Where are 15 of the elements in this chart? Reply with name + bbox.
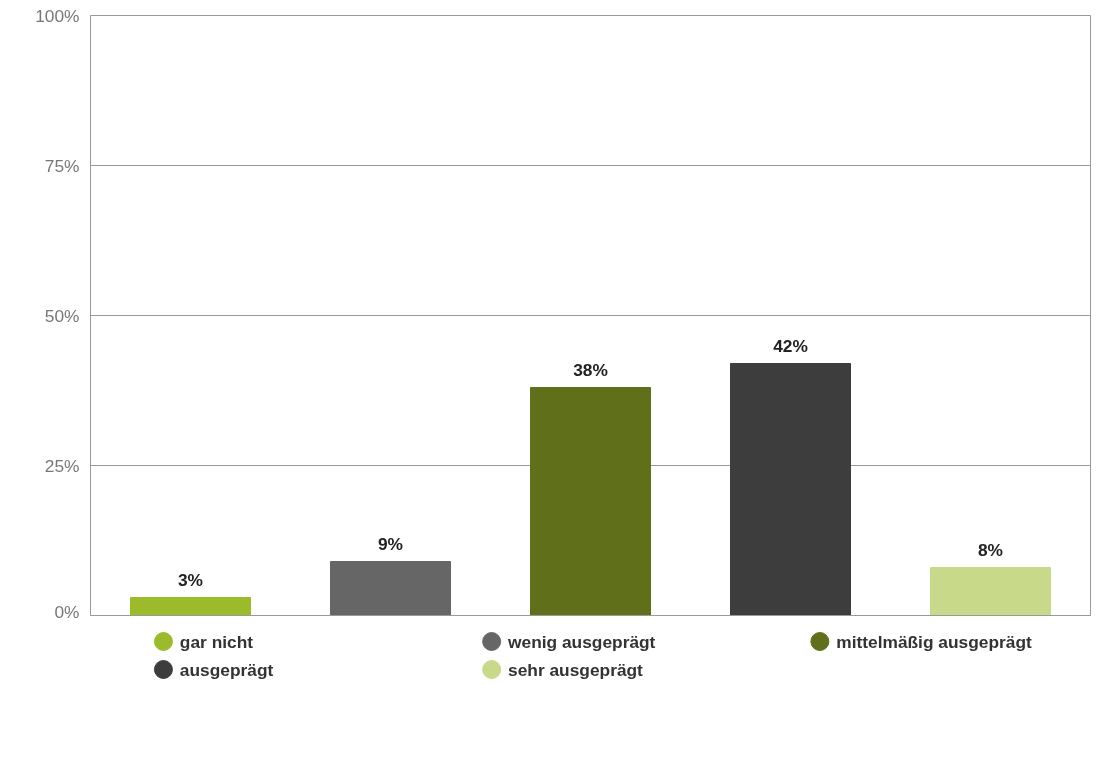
data-label: 9% xyxy=(377,533,404,554)
legend-label: gar nicht xyxy=(179,631,254,652)
legend-label: ausgeprägt xyxy=(179,659,274,680)
data-label: 38% xyxy=(573,359,608,380)
y-tick-label: 25% xyxy=(44,455,80,476)
y-tick-label: 50% xyxy=(44,305,80,326)
data-label: 42% xyxy=(773,335,808,356)
legend-label: mittelmäßig ausgeprägt xyxy=(836,631,1032,652)
data-label: 8% xyxy=(977,539,1004,560)
legend-label: wenig ausgeprägt xyxy=(507,631,656,652)
y-tick-label: 75% xyxy=(44,155,80,176)
legend-label: sehr ausgeprägt xyxy=(508,659,644,680)
data-label: 3% xyxy=(177,569,204,590)
y-tick-label: 0% xyxy=(54,601,80,622)
y-tick-label: 100% xyxy=(35,5,80,26)
